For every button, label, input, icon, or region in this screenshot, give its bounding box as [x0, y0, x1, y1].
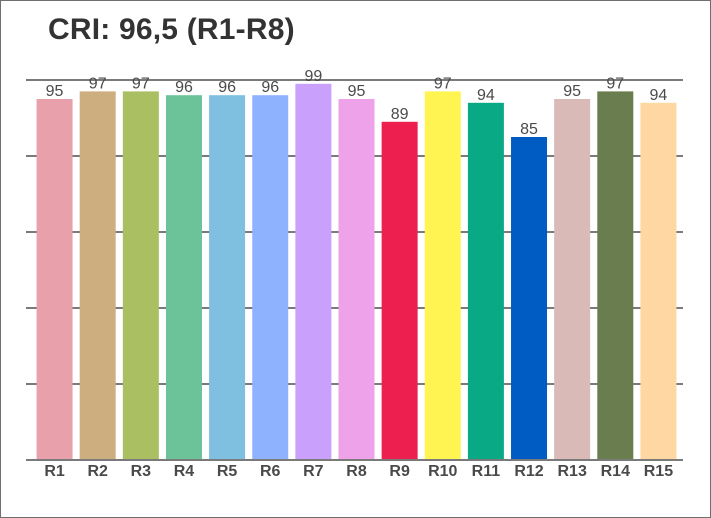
x-tick-label-r11: R11: [472, 463, 501, 480]
x-tick-label-r5: R5: [217, 463, 238, 480]
data-label-r5: 96: [218, 79, 236, 96]
data-label-r7: 99: [304, 68, 322, 85]
bar-r5: [209, 95, 246, 460]
bar-r12: [511, 137, 548, 460]
data-label-r10: 97: [434, 75, 452, 92]
bar-r11: [467, 102, 504, 461]
x-tick-label-r2: R2: [87, 463, 108, 480]
bar-r8: [338, 99, 375, 460]
bar-r13: [554, 99, 591, 460]
bars: [36, 83, 677, 461]
x-tick-label-r4: R4: [174, 463, 195, 480]
bar-r15: [640, 102, 677, 461]
x-tick-label-r9: R9: [389, 463, 410, 480]
x-axis-tick-labels: R1 R2 R3 R4 R5 R6 R7 R8 R9 R10 R11 R12 R13 R14 R15: [44, 463, 673, 480]
bar-r6: [252, 95, 289, 460]
data-label-r11: 94: [477, 87, 495, 104]
bar-r9: [381, 121, 418, 461]
data-label-r9: 89: [391, 106, 409, 123]
data-label-r4: 96: [175, 79, 193, 96]
bar-r2: [79, 91, 116, 461]
data-label-r14: 97: [606, 75, 624, 92]
data-label-r2: 97: [89, 75, 107, 92]
data-label-r6: 96: [261, 79, 279, 96]
data-label-r12: 85: [520, 121, 538, 138]
bar-r4: [165, 95, 202, 460]
bar-r1: [36, 99, 73, 460]
x-tick-label-r8: R8: [346, 463, 367, 480]
data-label-r1: 95: [46, 83, 64, 100]
data-labels: 95 97 97 96 96 96 99 95 89 97 94 85 95 97 94: [46, 68, 668, 138]
data-label-r8: 95: [348, 83, 366, 100]
bar-r10: [424, 91, 461, 461]
x-tick-label-r15: R15: [644, 463, 673, 480]
x-tick-label-r13: R13: [557, 463, 586, 480]
x-tick-label-r12: R12: [514, 463, 543, 480]
x-tick-label-r6: R6: [260, 463, 281, 480]
bar-r14: [597, 91, 634, 461]
data-label-r13: 95: [563, 83, 581, 100]
bar-r3: [122, 91, 159, 461]
x-tick-label-r14: R14: [601, 463, 630, 480]
x-tick-label-r10: R10: [428, 463, 457, 480]
x-tick-label-r7: R7: [303, 463, 324, 480]
bar-r7: [295, 83, 332, 461]
x-tick-label-r1: R1: [44, 463, 65, 480]
data-label-r15: 94: [650, 87, 668, 104]
x-tick-label-r3: R3: [131, 463, 152, 480]
chart-title: CRI: 96,5 (R1-R8): [48, 13, 295, 46]
data-label-r3: 97: [132, 75, 150, 92]
